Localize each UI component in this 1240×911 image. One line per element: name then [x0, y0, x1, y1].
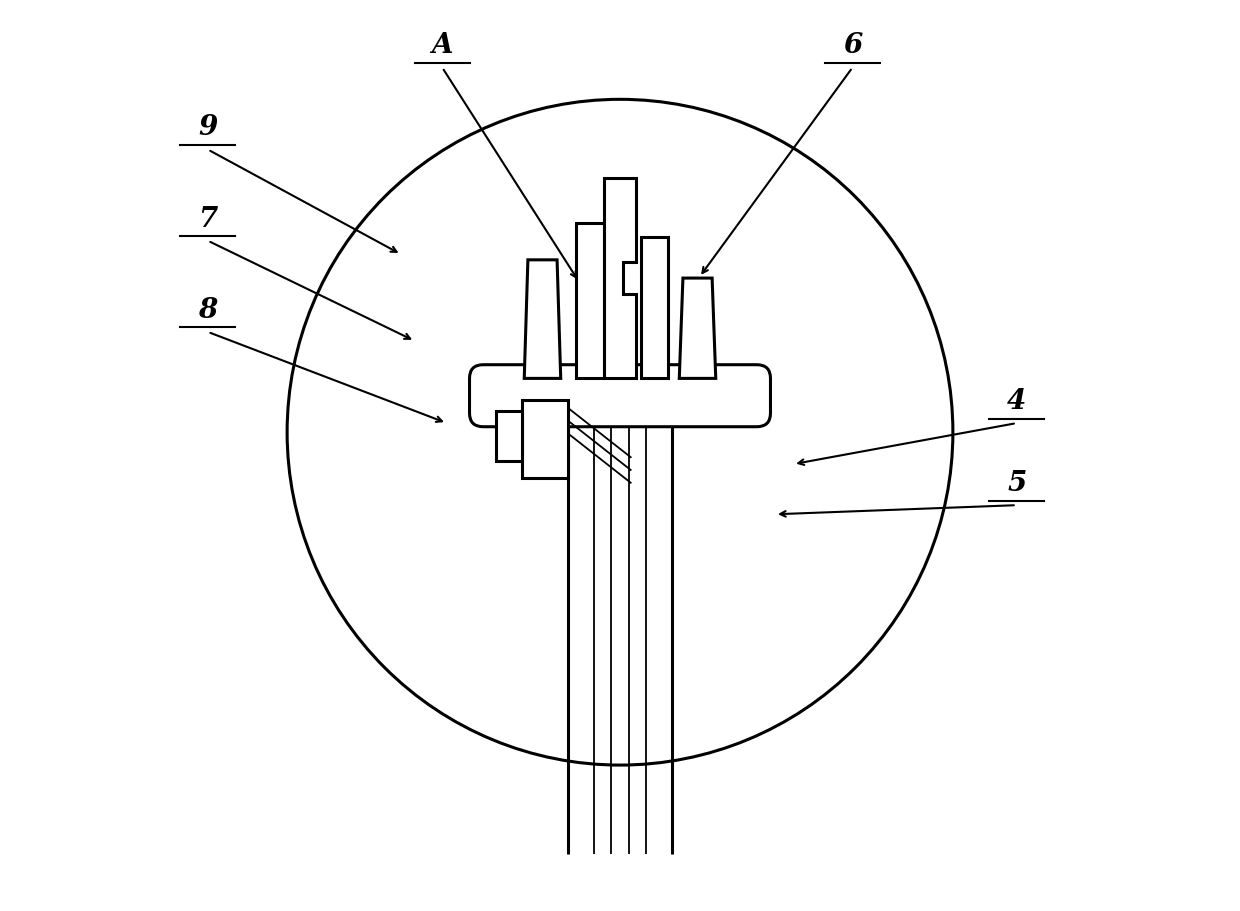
Text: 8: 8	[198, 296, 217, 323]
Bar	[496, 412, 522, 462]
Text: 6: 6	[843, 32, 862, 59]
FancyBboxPatch shape	[470, 365, 770, 427]
Text: 4: 4	[1007, 387, 1027, 415]
Text: 5: 5	[1007, 469, 1027, 496]
Polygon shape	[604, 179, 636, 379]
Text: 7: 7	[198, 205, 217, 232]
Bar	[577, 224, 604, 379]
Bar	[641, 238, 668, 379]
Text: A: A	[432, 32, 453, 59]
Text: 9: 9	[198, 114, 217, 141]
Polygon shape	[525, 261, 560, 379]
Polygon shape	[680, 279, 715, 379]
Bar	[522, 401, 568, 478]
